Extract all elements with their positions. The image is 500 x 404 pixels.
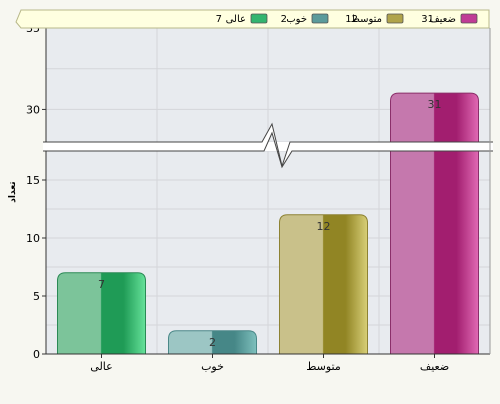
axis-break-line-bottom: [43, 131, 493, 169]
legend-value: 2: [281, 14, 287, 25]
y-tick-label: 15: [26, 174, 40, 187]
legend-swatch: [250, 13, 268, 24]
bar: [57, 272, 146, 355]
axis-break-band: [43, 142, 493, 151]
data-label: 2: [209, 336, 216, 349]
legend-value: 12: [345, 14, 358, 25]
x-tick-label: ضعیف: [420, 360, 449, 373]
bar: [279, 214, 368, 355]
legend-value: 7: [216, 14, 222, 25]
y-tick-label: 5: [33, 290, 40, 303]
legend-label: متوسط: [351, 14, 382, 25]
y-tick-label: 0: [33, 348, 40, 361]
data-label: 7: [98, 278, 105, 291]
legend-label: عالی: [226, 14, 246, 25]
axis-break-line-top: [43, 122, 493, 168]
x-tick-label: متوسط: [306, 360, 341, 373]
y-tick-label: 30: [26, 103, 40, 116]
y-tick-label: 10: [26, 232, 40, 245]
axis-break-fill: [43, 124, 493, 167]
legend-swatch: [311, 13, 329, 24]
data-label: 31: [428, 98, 442, 111]
bar: [168, 330, 257, 355]
legend-value: 31: [421, 14, 434, 25]
legend-label: ضعیف: [429, 14, 456, 25]
x-tick-label: عالی: [90, 360, 112, 373]
y-axis-title: تعداد: [8, 181, 18, 202]
legend-swatch: [386, 13, 404, 24]
legend-swatch: [460, 13, 478, 24]
data-label: 12: [317, 220, 331, 233]
bar: [390, 92, 479, 355]
x-tick-label: خوب: [201, 360, 224, 373]
legend-label: خوب: [286, 14, 307, 25]
